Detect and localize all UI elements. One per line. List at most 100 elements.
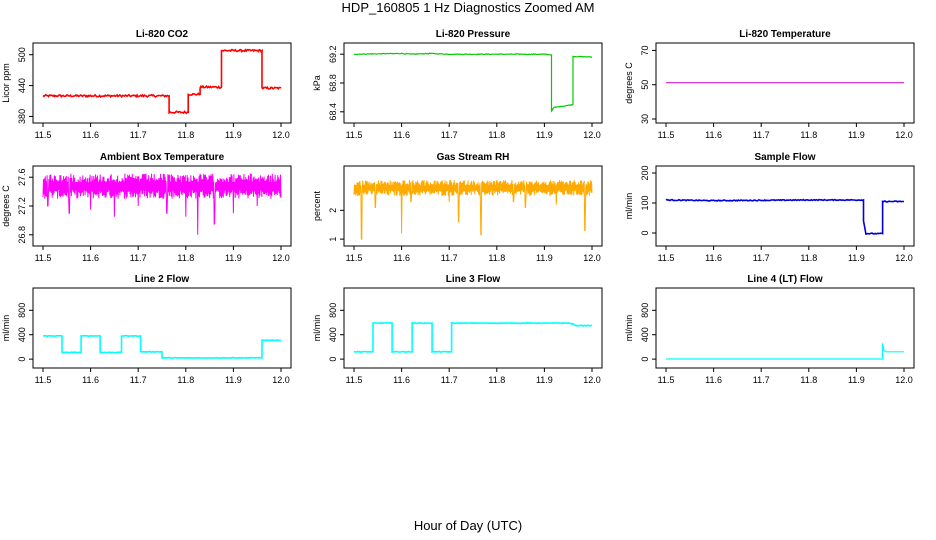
y-axis-label: kPa bbox=[312, 75, 322, 91]
chart-title: Line 4 (LT) Flow bbox=[747, 274, 823, 285]
x-tick-label: 11.9 bbox=[848, 375, 865, 385]
chart-panel: Line 3 Flow 11.5 11.6 11.7 11.8 11.9 12.0 0 400 8… bbox=[312, 274, 603, 385]
x-tick-label: 11.7 bbox=[753, 375, 770, 385]
x-tick-label: 11.9 bbox=[536, 130, 553, 140]
plot-frame bbox=[655, 287, 915, 369]
y-tick-label: 0 bbox=[328, 357, 338, 362]
chart-title: Li-820 Temperature bbox=[739, 29, 831, 40]
data-series bbox=[43, 334, 282, 360]
y-tick-label: 0 bbox=[640, 357, 650, 362]
y-tick-label: 800 bbox=[328, 303, 338, 318]
x-tick-label: 11.7 bbox=[753, 253, 770, 263]
y-axis-label: ml/min bbox=[1, 315, 11, 342]
chart-panel: Gas Stream RH 11.5 11.6 11.7 11.8 11.9 12.0 1 2 p… bbox=[312, 152, 603, 263]
x-tick-label: 11.5 bbox=[658, 375, 675, 385]
x-tick-label: 11.9 bbox=[225, 130, 242, 140]
data-series bbox=[42, 48, 282, 115]
x-tick-label: 11.5 bbox=[658, 130, 675, 140]
y-tick-label: 27.2 bbox=[17, 197, 27, 215]
x-tick-label: 12.0 bbox=[895, 130, 913, 140]
x-tick-label: 11.5 bbox=[35, 253, 52, 263]
y-axis-label: ml/min bbox=[312, 315, 322, 342]
x-axis-label: Hour of Day (UTC) bbox=[413, 518, 523, 533]
chart-panel: Li-820 Pressure 11.5 11.6 11.7 11.8 11.9 12.0 6… bbox=[312, 29, 603, 140]
y-tick-label: 500 bbox=[17, 47, 27, 62]
x-tick-label: 11.8 bbox=[177, 253, 194, 263]
x-tick-label: 12.0 bbox=[272, 130, 290, 140]
y-tick-label: 50 bbox=[640, 80, 650, 90]
data-series bbox=[353, 52, 593, 113]
x-tick-label: 11.9 bbox=[848, 253, 865, 263]
x-tick-label: 11.5 bbox=[346, 253, 363, 263]
y-tick-label: 800 bbox=[640, 303, 650, 318]
y-axis-label: ml/min bbox=[624, 193, 634, 220]
x-tick-label: 11.6 bbox=[393, 130, 410, 140]
x-tick-label: 12.0 bbox=[583, 130, 601, 140]
y-tick-label: 69.2 bbox=[328, 45, 338, 63]
y-tick-label: 400 bbox=[17, 327, 27, 342]
y-tick-label: 380 bbox=[17, 109, 27, 124]
y-axis-label: percent bbox=[312, 190, 322, 221]
x-tick-label: 11.8 bbox=[488, 253, 505, 263]
chart-title: Line 2 Flow bbox=[135, 274, 190, 285]
y-axis-label: ml/min bbox=[624, 315, 634, 342]
plot-frame bbox=[32, 42, 292, 124]
y-tick-label: 27.6 bbox=[17, 168, 27, 186]
x-tick-label: 11.5 bbox=[35, 130, 52, 140]
x-tick-label: 11.7 bbox=[441, 253, 458, 263]
x-tick-label: 11.9 bbox=[848, 130, 865, 140]
x-tick-label: 11.9 bbox=[225, 375, 242, 385]
x-tick-label: 11.5 bbox=[346, 375, 363, 385]
x-tick-label: 11.6 bbox=[393, 375, 410, 385]
chart-title: Ambient Box Temperature bbox=[100, 152, 225, 163]
plot-frame bbox=[343, 287, 603, 369]
y-tick-label: 1 bbox=[328, 237, 338, 242]
x-tick-label: 11.5 bbox=[658, 253, 675, 263]
y-tick-label: 100 bbox=[640, 195, 650, 210]
y-axis-label: degrees C bbox=[624, 62, 634, 104]
x-tick-label: 11.5 bbox=[35, 375, 52, 385]
x-tick-label: 11.7 bbox=[130, 253, 147, 263]
plot-frame bbox=[343, 42, 603, 124]
x-tick-label: 11.6 bbox=[705, 253, 722, 263]
x-tick-label: 11.7 bbox=[441, 130, 458, 140]
y-tick-label: 30 bbox=[640, 114, 650, 124]
y-tick-label: 400 bbox=[328, 327, 338, 342]
x-tick-label: 11.6 bbox=[82, 253, 99, 263]
x-tick-label: 12.0 bbox=[272, 375, 290, 385]
x-tick-label: 11.8 bbox=[177, 130, 194, 140]
plot-frame bbox=[343, 165, 603, 247]
x-tick-label: 11.9 bbox=[536, 375, 553, 385]
y-tick-label: 200 bbox=[640, 165, 650, 180]
chart-panel: Ambient Box Temperature 11.5 11.6 11.7 11.8 1… bbox=[1, 152, 292, 263]
data-series bbox=[353, 180, 593, 240]
plot-frame bbox=[32, 287, 292, 369]
y-tick-label: 70 bbox=[640, 45, 650, 55]
x-tick-label: 12.0 bbox=[895, 375, 913, 385]
chart-panel: Sample Flow 11.5 11.6 11.7 11.8 11.9 12.0 0 100 2… bbox=[624, 152, 915, 263]
x-tick-label: 12.0 bbox=[895, 253, 913, 263]
x-tick-label: 12.0 bbox=[583, 253, 601, 263]
x-tick-label: 11.9 bbox=[536, 253, 553, 263]
chart-title: Gas Stream RH bbox=[437, 152, 510, 163]
data-series bbox=[666, 343, 904, 360]
chart-title: Line 3 Flow bbox=[446, 274, 501, 285]
page-title: HDP_160805 1 Hz Diagnostics Zoomed AM bbox=[341, 0, 595, 15]
plot-frame bbox=[655, 165, 915, 247]
y-tick-label: 2 bbox=[328, 208, 338, 213]
x-tick-label: 12.0 bbox=[272, 253, 290, 263]
y-tick-label: 400 bbox=[640, 327, 650, 342]
x-tick-label: 11.9 bbox=[225, 253, 242, 263]
x-tick-label: 11.5 bbox=[346, 130, 363, 140]
chart-title: Sample Flow bbox=[754, 152, 815, 163]
y-tick-label: 0 bbox=[17, 357, 27, 362]
chart-panel: Line 4 (LT) Flow 11.5 11.6 11.7 11.8 11.9 12.0… bbox=[624, 274, 915, 385]
x-tick-label: 11.8 bbox=[488, 375, 505, 385]
x-tick-label: 11.6 bbox=[705, 130, 722, 140]
x-tick-label: 12.0 bbox=[583, 375, 601, 385]
chart-title: Li-820 Pressure bbox=[436, 29, 511, 40]
x-tick-label: 11.6 bbox=[82, 130, 99, 140]
x-tick-label: 11.7 bbox=[130, 375, 147, 385]
y-tick-label: 800 bbox=[17, 303, 27, 318]
x-tick-label: 11.8 bbox=[800, 130, 817, 140]
